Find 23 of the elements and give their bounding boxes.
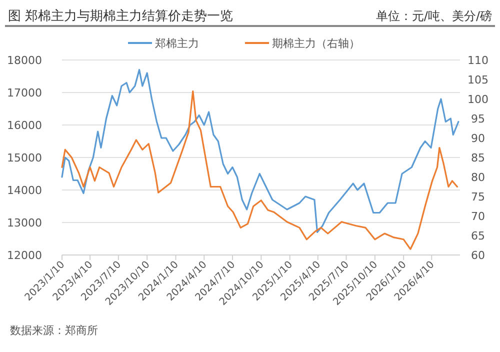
y2-tick-label: 95	[471, 112, 485, 126]
y-tick-label: 13000	[7, 216, 42, 230]
subtitle: 单位：元/吨、美分/磅	[376, 9, 492, 23]
y2-tick-label: 90	[471, 132, 485, 145]
y2-tick-label: 80	[471, 171, 485, 184]
y-tick-label: 17000	[7, 86, 42, 100]
y2-tick-label: 75	[471, 190, 485, 204]
y2-tick-label: 85	[471, 152, 485, 164]
legend-label: 郑棉主力	[155, 37, 199, 50]
y2-tick-label: 60	[471, 249, 485, 262]
title: 图 郑棉主力与期棉主力结算价走势一览	[8, 9, 234, 24]
y-tick-label: 15000	[7, 152, 42, 164]
y2-tick-label: 100	[468, 93, 488, 106]
y-tick-label: 12000	[7, 249, 42, 262]
legend-label: 期棉主力（右轴）	[272, 37, 360, 50]
y-tick-label: 16000	[7, 119, 42, 132]
annotation: 数据来源：郑商所	[10, 324, 98, 337]
y2-tick-label: 65	[471, 230, 485, 242]
y-tick-label: 18000	[7, 54, 42, 67]
y-tick-label: 14000	[7, 184, 42, 197]
y2-tick-label: 70	[471, 210, 485, 223]
y2-tick-label: 110	[468, 54, 488, 67]
y2-tick-label: 105	[468, 74, 488, 86]
